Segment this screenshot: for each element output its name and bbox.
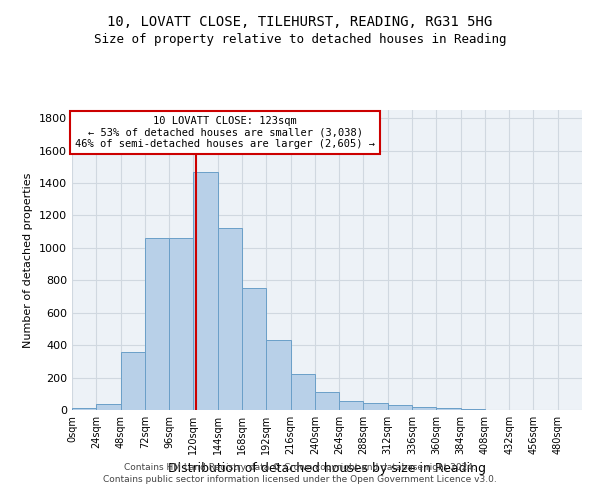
Bar [290,374,315,410]
Text: 10 LOVATT CLOSE: 123sqm
← 53% of detached houses are smaller (3,038)
46% of semi: 10 LOVATT CLOSE: 123sqm ← 53% of detache… [75,116,375,149]
Bar [315,392,339,410]
Bar [436,408,461,410]
Text: Contains HM Land Registry data © Crown copyright and database right 2024.: Contains HM Land Registry data © Crown c… [124,464,476,472]
Bar [412,407,436,410]
Bar [461,409,485,410]
Bar [121,352,145,410]
Bar [266,340,290,410]
X-axis label: Distribution of detached houses by size in Reading: Distribution of detached houses by size … [168,462,486,475]
Bar [218,228,242,410]
Bar [364,402,388,410]
Text: Contains public sector information licensed under the Open Government Licence v3: Contains public sector information licen… [103,475,497,484]
Bar [388,405,412,410]
Bar [145,238,169,410]
Bar [169,238,193,410]
Y-axis label: Number of detached properties: Number of detached properties [23,172,34,348]
Bar [193,172,218,410]
Bar [339,401,364,410]
Text: Size of property relative to detached houses in Reading: Size of property relative to detached ho… [94,32,506,46]
Bar [96,404,121,410]
Text: 10, LOVATT CLOSE, TILEHURST, READING, RG31 5HG: 10, LOVATT CLOSE, TILEHURST, READING, RG… [107,15,493,29]
Bar [72,408,96,410]
Bar [242,288,266,410]
